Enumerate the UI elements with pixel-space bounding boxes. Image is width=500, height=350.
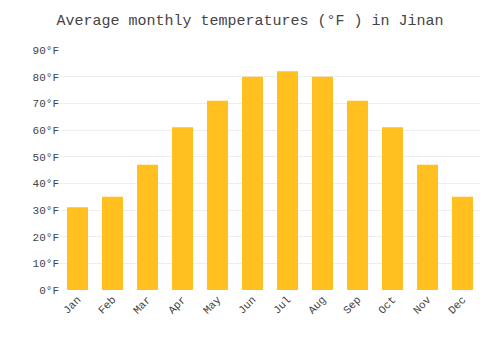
svg-text:60°F: 60°F [33,125,59,137]
svg-text:Mar: Mar [131,294,153,316]
svg-text:Oct: Oct [376,294,398,316]
svg-text:70°F: 70°F [33,98,59,110]
svg-text:May: May [201,294,224,317]
svg-text:80°F: 80°F [33,72,59,84]
svg-text:Dec: Dec [446,294,468,316]
svg-text:90°F: 90°F [33,45,59,57]
svg-text:Nov: Nov [411,294,434,317]
svg-text:Jul: Jul [271,294,293,316]
svg-text:Aug: Aug [306,294,328,316]
svg-text:Jun: Jun [236,294,258,316]
svg-text:0°F: 0°F [39,285,59,297]
svg-text:Apr: Apr [166,294,188,316]
svg-text:Sep: Sep [341,294,363,316]
svg-text:Jan: Jan [61,294,83,316]
svg-text:50°F: 50°F [33,152,59,164]
svg-text:40°F: 40°F [33,178,59,190]
svg-text:20°F: 20°F [33,232,59,244]
svg-text:10°F: 10°F [33,258,59,270]
svg-text:Average monthly temperatures (: Average monthly temperatures (°F ) in Ji… [56,13,443,30]
svg-text:Feb: Feb [96,294,118,316]
svg-text:30°F: 30°F [33,205,59,217]
